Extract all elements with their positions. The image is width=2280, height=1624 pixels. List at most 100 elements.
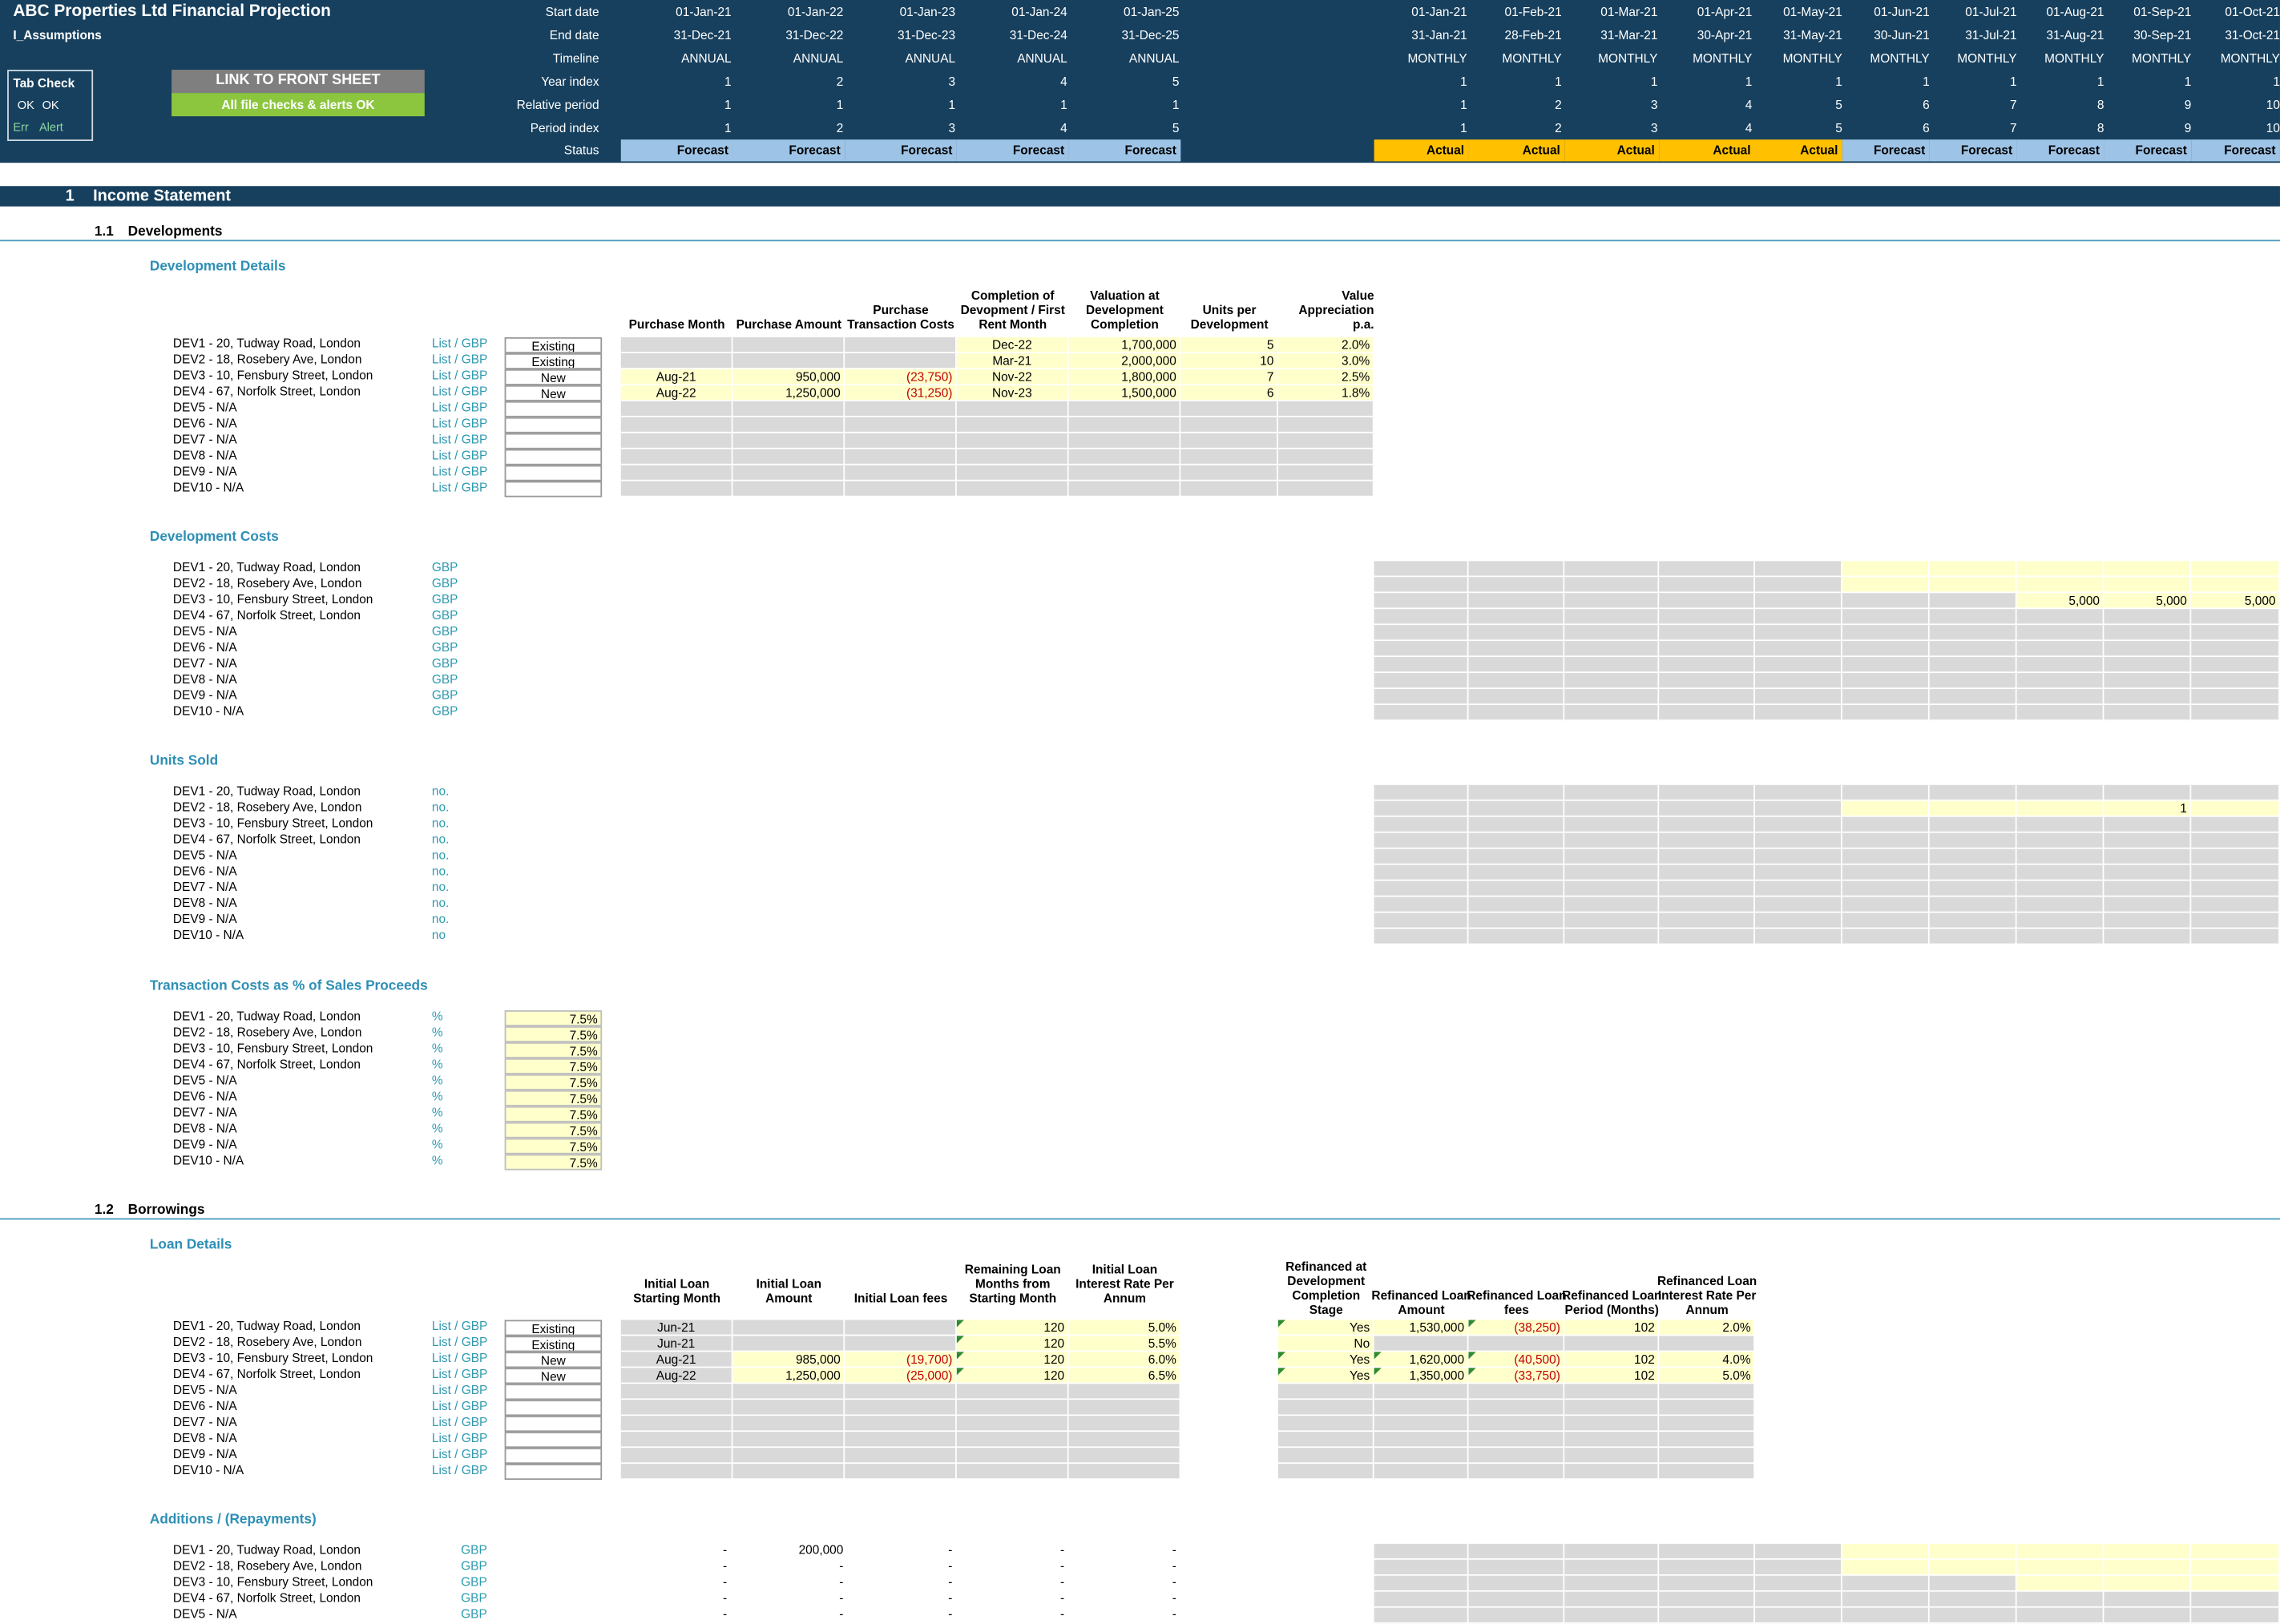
units-sold-month-cell[interactable] [1374, 784, 1469, 801]
loan-details-cell[interactable] [732, 1336, 845, 1352]
additions-month-cell[interactable] [2016, 1591, 2104, 1608]
additions-month-cell[interactable] [1754, 1575, 1842, 1592]
units-sold-month-cell[interactable] [1842, 784, 1930, 801]
development-details-cell[interactable] [732, 336, 845, 353]
development-costs-month-cell[interactable] [2104, 577, 2192, 594]
development-costs-month-cell[interactable] [2104, 561, 2192, 578]
development-costs-month-cell[interactable] [1842, 577, 1930, 594]
units-sold-month-cell[interactable] [1842, 929, 1930, 945]
development-costs-month-cell[interactable] [2104, 689, 2192, 705]
loan-status-dropdown[interactable]: New [504, 1368, 603, 1384]
units-sold-month-cell[interactable] [2191, 864, 2280, 881]
units-sold-month-cell[interactable] [2016, 913, 2104, 929]
additions-month-cell[interactable] [1564, 1607, 1660, 1624]
additions-month-cell[interactable] [1468, 1575, 1565, 1592]
units-sold-month-cell[interactable] [1659, 897, 1755, 913]
development-status-dropdown[interactable] [504, 417, 603, 433]
development-costs-month-cell[interactable] [2016, 657, 2104, 674]
units-sold-month-cell[interactable] [1754, 832, 1842, 849]
development-costs-month-cell[interactable] [1564, 593, 1660, 610]
transaction-cost-percent-cell[interactable]: 7.5% [504, 1154, 603, 1171]
refinance-cell[interactable]: 102 [1564, 1352, 1660, 1368]
development-costs-month-cell[interactable] [1564, 704, 1660, 721]
development-costs-month-cell[interactable] [1929, 609, 2017, 626]
units-sold-month-cell[interactable] [1929, 832, 2017, 849]
development-costs-month-cell[interactable] [1468, 609, 1565, 626]
development-costs-month-cell[interactable] [1929, 704, 2017, 721]
loan-status-dropdown[interactable] [504, 1400, 603, 1416]
development-details-cell[interactable] [845, 353, 957, 369]
development-costs-month-cell[interactable] [1842, 609, 1930, 626]
units-sold-month-cell[interactable] [1468, 897, 1565, 913]
units-sold-month-cell[interactable] [1564, 816, 1660, 833]
transaction-cost-percent-cell[interactable]: 7.5% [504, 1042, 603, 1058]
units-sold-month-cell[interactable] [1468, 784, 1565, 801]
loan-details-cell[interactable] [845, 1336, 957, 1352]
additions-month-cell[interactable] [2016, 1575, 2104, 1592]
development-costs-month-cell[interactable] [1754, 704, 1842, 721]
development-status-dropdown[interactable]: Existing [504, 336, 603, 353]
additions-month-cell[interactable] [1754, 1543, 1842, 1560]
units-sold-month-cell[interactable] [1374, 816, 1469, 833]
additions-month-cell[interactable] [2016, 1607, 2104, 1624]
units-sold-month-cell[interactable] [2191, 897, 2280, 913]
units-sold-month-cell[interactable] [1754, 913, 1842, 929]
loan-details-cell[interactable]: 6.0% [1068, 1352, 1181, 1368]
development-details-cell[interactable]: (23,750) [845, 369, 957, 385]
development-costs-month-cell[interactable] [1659, 593, 1755, 610]
additions-month-cell[interactable] [1374, 1575, 1469, 1592]
refinance-cell[interactable]: 102 [1564, 1320, 1660, 1336]
additions-month-cell[interactable] [2104, 1543, 2192, 1560]
refinance-cell[interactable]: 1,350,000 [1374, 1368, 1469, 1384]
development-costs-month-cell[interactable] [1842, 689, 1930, 705]
additions-month-cell[interactable] [1374, 1607, 1469, 1624]
refinance-cell[interactable]: 1,620,000 [1374, 1352, 1469, 1368]
units-sold-month-cell[interactable] [2191, 800, 2280, 817]
units-sold-month-cell[interactable] [1659, 864, 1755, 881]
additions-month-cell[interactable] [2104, 1575, 2192, 1592]
development-costs-month-cell[interactable] [1929, 689, 2017, 705]
transaction-cost-percent-cell[interactable]: 7.5% [504, 1010, 603, 1026]
development-costs-month-cell[interactable] [1564, 689, 1660, 705]
units-sold-month-cell[interactable]: 1 [2104, 800, 2192, 817]
additions-month-cell[interactable] [2016, 1543, 2104, 1560]
development-costs-month-cell[interactable] [1754, 577, 1842, 594]
transaction-cost-percent-cell[interactable]: 7.5% [504, 1058, 603, 1074]
development-costs-month-cell[interactable] [1374, 609, 1469, 626]
additions-month-cell[interactable] [1842, 1543, 1930, 1560]
development-status-dropdown[interactable] [504, 465, 603, 482]
units-sold-month-cell[interactable] [1754, 784, 1842, 801]
loan-details-cell[interactable]: 5.5% [1068, 1336, 1181, 1352]
units-sold-month-cell[interactable] [1468, 816, 1565, 833]
development-costs-month-cell[interactable] [1374, 561, 1469, 578]
development-costs-month-cell[interactable] [1754, 609, 1842, 626]
development-costs-month-cell[interactable] [1564, 657, 1660, 674]
loan-details-cell[interactable]: Aug-22 [620, 1368, 733, 1384]
additions-month-cell[interactable] [2191, 1607, 2280, 1624]
development-costs-month-cell[interactable] [1468, 593, 1565, 610]
units-sold-month-cell[interactable] [1374, 864, 1469, 881]
refinance-cell[interactable]: (40,500) [1468, 1352, 1565, 1368]
additions-month-cell[interactable] [2191, 1559, 2280, 1576]
development-costs-month-cell[interactable] [2016, 673, 2104, 690]
additions-month-cell[interactable] [2191, 1543, 2280, 1560]
development-costs-month-cell[interactable] [2104, 641, 2192, 658]
units-sold-month-cell[interactable] [1842, 864, 1930, 881]
units-sold-month-cell[interactable] [2016, 881, 2104, 897]
additions-month-cell[interactable] [1929, 1543, 2017, 1560]
units-sold-month-cell[interactable] [2191, 913, 2280, 929]
development-costs-month-cell[interactable] [1659, 704, 1755, 721]
development-costs-month-cell[interactable] [1564, 641, 1660, 658]
development-details-cell[interactable]: 1,250,000 [732, 385, 845, 401]
units-sold-month-cell[interactable] [2104, 929, 2192, 945]
development-costs-month-cell[interactable] [2191, 609, 2280, 626]
transaction-cost-percent-cell[interactable]: 7.5% [504, 1074, 603, 1090]
development-costs-month-cell[interactable]: 5,000 [2191, 593, 2280, 610]
refinance-cell[interactable] [1374, 1336, 1469, 1352]
development-costs-month-cell[interactable] [2016, 577, 2104, 594]
development-costs-month-cell[interactable] [2191, 641, 2280, 658]
units-sold-month-cell[interactable] [1929, 929, 2017, 945]
units-sold-month-cell[interactable] [1659, 784, 1755, 801]
units-sold-month-cell[interactable] [1842, 897, 1930, 913]
loan-status-dropdown[interactable] [504, 1384, 603, 1400]
